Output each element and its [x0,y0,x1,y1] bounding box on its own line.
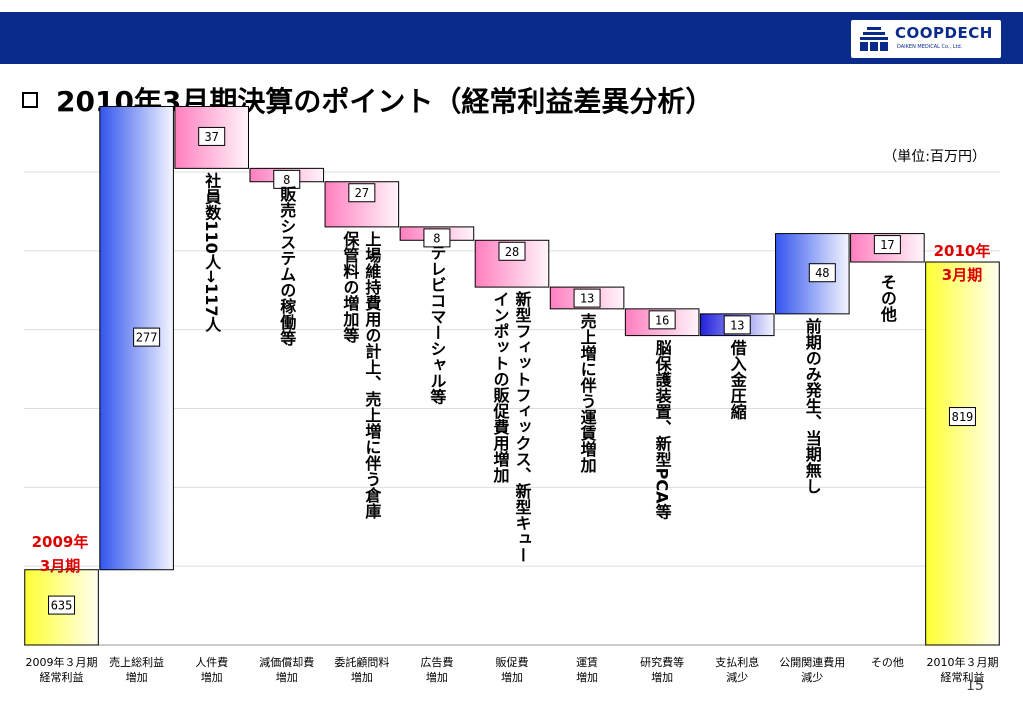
category-label-1: 売上総利益 [109,655,164,669]
category-label-11: その他 [871,656,904,669]
page-number: 15 [966,678,984,694]
value-label-0: 635 [51,599,73,613]
category-label-12: 経常利益 [940,670,984,684]
category-label-5: 広告費 [420,655,453,669]
category-label-8: 増加 [651,671,673,684]
value-label-10: 48 [815,266,829,280]
value-label-box-10 [808,263,836,283]
annotation-4-1: 保管料の増加等 [340,230,360,344]
category-label-1: 増加 [126,671,148,684]
category-label-0: 経常利益 [40,670,84,684]
category-label-5: 増加 [426,671,448,684]
category-label-12: 2010年３月期 [926,655,998,669]
category-label-3: 減価償却費 [259,655,314,669]
category-label-9: 減少 [726,670,748,684]
company-logo: COOPDECH DAIKEN MEDICAL Co., Ltd. [851,20,1001,58]
category-label-6: 販促費 [496,655,529,669]
value-label-2: 37 [204,130,218,144]
annotation-5-0: テレビコマーシャル等 [427,244,447,405]
value-label-4: 27 [355,186,369,200]
annotation-8-0: 脳保護装置、新型PCA等 [653,340,673,521]
start-period-label: 3月期 [40,557,80,575]
value-label-box-6 [498,241,526,261]
value-label-box-3 [273,169,301,189]
annotation-6-1: インポットの販促費用増加 [491,291,511,484]
bar-12 [925,261,1000,646]
value-label-6: 28 [505,245,519,259]
annotation-10-0: 前期のみ発生、当期無し [803,317,823,494]
annotation-7-0: 売上増に伴う運賃増加 [578,312,598,474]
end-period-label: 3月期 [942,266,982,284]
value-label-box-7 [573,288,601,308]
value-label-box-5 [423,228,451,248]
annotation-6-0: 新型フィットフィックス、新型キュー [513,290,532,563]
annotation-3-0: 販売システムの稼働等 [277,186,297,347]
title-bullet-icon [22,92,38,108]
category-label-4: 委託顧問料 [334,655,389,669]
category-label-6: 増加 [501,671,523,684]
value-label-12: 819 [952,410,974,424]
value-label-3: 8 [283,173,290,187]
value-label-box-8 [648,310,676,330]
value-label-9: 13 [730,318,744,332]
value-label-1: 277 [136,331,158,345]
value-label-box-9 [723,315,751,335]
category-label-0: 2009年３月期 [26,655,98,669]
category-label-7: 増加 [576,671,598,684]
category-label-10: 公開関連費用 [779,655,845,669]
value-label-box-11 [873,235,901,255]
value-label-box-12 [948,407,976,427]
value-label-7: 13 [580,292,594,306]
category-label-2: 増加 [201,671,223,684]
value-label-box-1 [133,327,161,347]
value-label-5: 8 [433,231,440,245]
logo-text: COOPDECH [895,24,993,42]
annotation-11-0: その他 [878,274,898,323]
logo-subtext: DAIKEN MEDICAL Co., Ltd. [897,44,963,50]
value-label-11: 17 [880,238,894,252]
end-period-label: 2010年 [934,242,991,260]
category-label-9: 支払利息 [715,655,759,669]
header-bar: COOPDECH DAIKEN MEDICAL Co., Ltd. [0,12,1023,64]
annotation-9-0: 借入金圧縮 [728,339,748,421]
category-label-4: 増加 [351,671,373,684]
category-label-3: 増加 [276,671,298,684]
value-label-box-2 [198,126,226,146]
unit-label: （単位:百万円） [883,149,986,165]
value-label-box-4 [348,183,376,203]
category-label-10: 減少 [801,670,823,684]
logo-mark-icon [860,27,888,51]
category-label-8: 研究費等 [640,655,684,669]
category-label-2: 人件費 [195,655,228,669]
value-label-box-0 [48,595,76,615]
start-period-label: 2009年 [32,533,89,551]
annotation-2-0: 社員数110人→117人 [202,171,222,332]
annotation-4-0: 上場維持費用の計上、売上増に伴う倉庫 [362,231,382,520]
category-label-7: 運賃 [576,655,598,669]
value-label-8: 16 [655,313,669,327]
